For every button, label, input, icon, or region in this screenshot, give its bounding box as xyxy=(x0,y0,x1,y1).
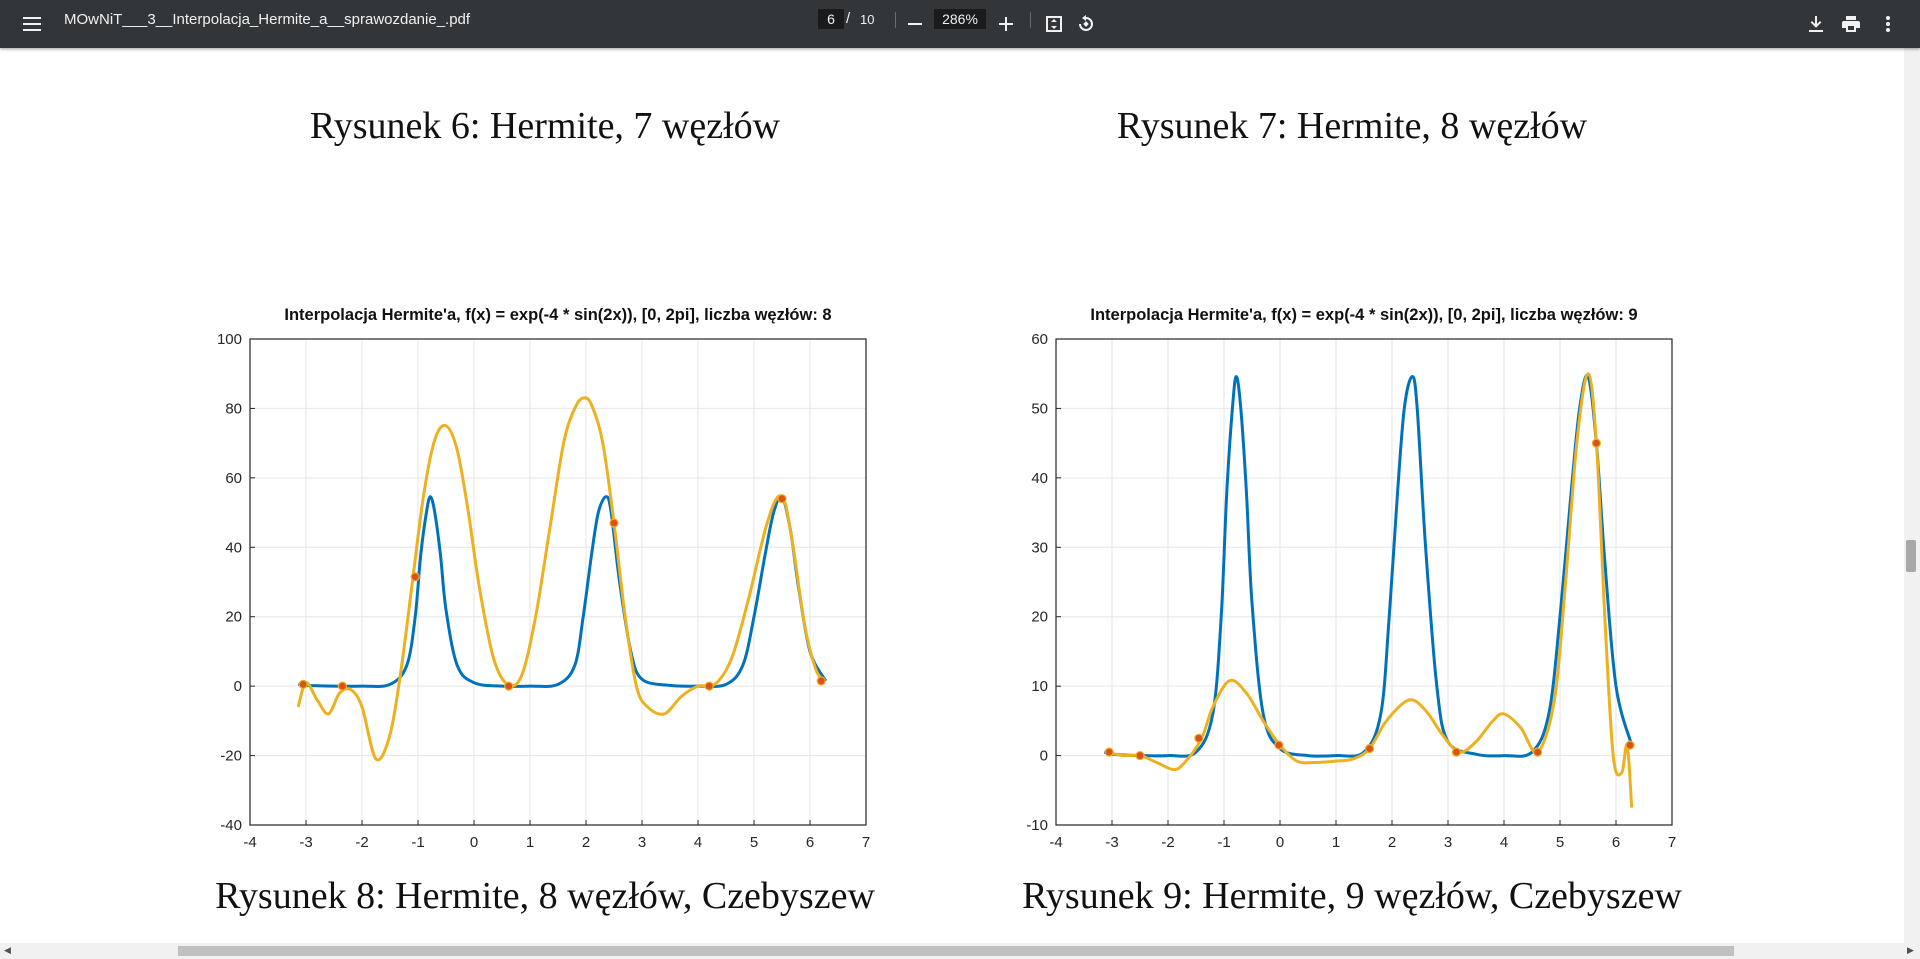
x-tick-label: 5 xyxy=(750,834,758,851)
toolbar-divider xyxy=(895,12,896,28)
x-tick-label: -4 xyxy=(1049,834,1062,851)
node-point xyxy=(1591,438,1602,448)
node-point xyxy=(1274,740,1284,750)
hermite-chart-9-nodes: Interpolacja Hermite'a, f(x) = exp(-4 * … xyxy=(1026,306,1676,851)
node-point xyxy=(337,681,347,691)
node-point xyxy=(504,681,514,691)
chart-title: Interpolacja Hermite'a, f(x) = exp(-4 * … xyxy=(1090,306,1637,324)
zoom-out-icon[interactable] xyxy=(903,12,927,36)
x-tick-label: 5 xyxy=(1556,834,1564,851)
plot-frame xyxy=(1055,338,1673,826)
x-tick-label: -2 xyxy=(355,834,368,851)
vertical-scrollbar[interactable] xyxy=(1904,48,1920,943)
x-tick-label: 3 xyxy=(638,834,646,851)
x-tick-label: 2 xyxy=(582,834,590,851)
interpolant-series-line xyxy=(296,396,826,762)
x-tick-label: 0 xyxy=(470,834,478,851)
node-point xyxy=(298,679,308,690)
node-point xyxy=(704,681,714,691)
chart-title: Interpolacja Hermite'a, f(x) = exp(-4 * … xyxy=(284,306,831,324)
pdf-toolbar: MOwNiT___3__Interpolacja_Hermite_a__spra… xyxy=(0,0,1920,48)
scroll-left-arrow-icon[interactable]: ◀ xyxy=(4,945,11,955)
node-point xyxy=(816,676,826,686)
print-icon[interactable] xyxy=(1839,12,1863,36)
fit-page-icon[interactable] xyxy=(1042,12,1066,36)
node-point xyxy=(410,572,420,582)
x-tick-label: 6 xyxy=(806,834,814,851)
node-point xyxy=(1451,747,1461,757)
y-tick-label: 0 xyxy=(234,678,242,695)
x-tick-label: 7 xyxy=(1668,834,1676,851)
y-tick-label: 60 xyxy=(1031,331,1048,348)
x-tick-label: -1 xyxy=(411,834,424,851)
y-tick-label: -20 xyxy=(220,748,242,765)
download-icon[interactable] xyxy=(1804,12,1828,36)
pdf-page-content: Rysunek 6: Hermite, 7 węzłów Rysunek 7: … xyxy=(0,48,1904,943)
rotate-icon[interactable] xyxy=(1074,12,1098,36)
horizontal-scrollbar-thumb[interactable] xyxy=(178,946,1734,956)
y-tick-label: 50 xyxy=(1031,400,1048,417)
node-point xyxy=(609,518,619,528)
x-tick-label: -3 xyxy=(299,834,312,851)
x-tick-label: 6 xyxy=(1612,834,1620,851)
interpolant-series-line xyxy=(1106,372,1634,808)
vertical-scrollbar-thumb[interactable] xyxy=(1906,540,1916,572)
function-series-line xyxy=(297,494,828,689)
y-tick-label: 60 xyxy=(225,470,242,487)
plot-area xyxy=(1056,339,1672,825)
page-total: 10 xyxy=(860,12,875,27)
x-tick-label: 1 xyxy=(526,834,534,851)
toolbar-divider xyxy=(1030,12,1031,28)
zoom-in-icon[interactable] xyxy=(994,12,1018,36)
node-point xyxy=(777,494,787,504)
scroll-right-arrow-icon[interactable]: ▶ xyxy=(1907,945,1914,955)
y-tick-label: 30 xyxy=(1031,539,1048,556)
y-tick-label: -10 xyxy=(1026,817,1048,834)
y-tick-label: 20 xyxy=(1031,609,1048,626)
y-tick-label: 40 xyxy=(225,539,242,556)
page-number-input[interactable]: 6 xyxy=(818,9,844,29)
x-tick-label: 4 xyxy=(694,834,702,851)
node-point xyxy=(1194,733,1204,743)
x-tick-label: 2 xyxy=(1388,834,1396,851)
x-tick-label: -2 xyxy=(1161,834,1174,851)
y-tick-label: -40 xyxy=(220,817,242,834)
y-tick-label: 80 xyxy=(225,400,242,417)
plot-area xyxy=(250,339,866,825)
node-point xyxy=(1532,747,1543,757)
x-tick-label: 7 xyxy=(862,834,870,851)
y-tick-label: 40 xyxy=(1031,470,1048,487)
figure-8-caption: Rysunek 8: Hermite, 8 węzłów, Czebyszew xyxy=(215,875,875,917)
x-tick-label: 4 xyxy=(1500,834,1508,851)
node-point xyxy=(1625,740,1635,750)
node-point xyxy=(1135,750,1145,761)
node-point xyxy=(1104,747,1114,757)
x-tick-label: 3 xyxy=(1444,834,1452,851)
y-tick-label: 20 xyxy=(225,609,242,626)
y-tick-label: 10 xyxy=(1031,678,1048,695)
y-tick-label: 0 xyxy=(1040,748,1048,765)
page-separator: / xyxy=(846,10,851,27)
x-tick-label: -3 xyxy=(1105,834,1118,851)
figure-7-caption: Rysunek 7: Hermite, 8 węzłów xyxy=(1116,105,1588,147)
document-title: MOwNiT___3__Interpolacja_Hermite_a__spra… xyxy=(64,11,471,28)
plot-frame xyxy=(249,338,867,826)
node-point xyxy=(1365,744,1375,754)
x-tick-label: -1 xyxy=(1217,834,1230,851)
x-tick-label: -4 xyxy=(243,834,256,851)
x-tick-label: 0 xyxy=(1276,834,1284,851)
y-tick-label: 100 xyxy=(217,331,242,348)
hamburger-menu-icon[interactable] xyxy=(20,12,44,36)
more-vert-icon[interactable] xyxy=(1876,12,1900,36)
figure-6-caption: Rysunek 6: Hermite, 7 węzłów xyxy=(309,105,781,147)
x-tick-label: 1 xyxy=(1332,834,1340,851)
hermite-chart-8-nodes: Interpolacja Hermite'a, f(x) = exp(-4 * … xyxy=(217,306,870,851)
figure-9-caption: Rysunek 9: Hermite, 9 węzłów, Czebyszew xyxy=(1022,875,1682,917)
zoom-input[interactable]: 286% xyxy=(934,9,986,29)
